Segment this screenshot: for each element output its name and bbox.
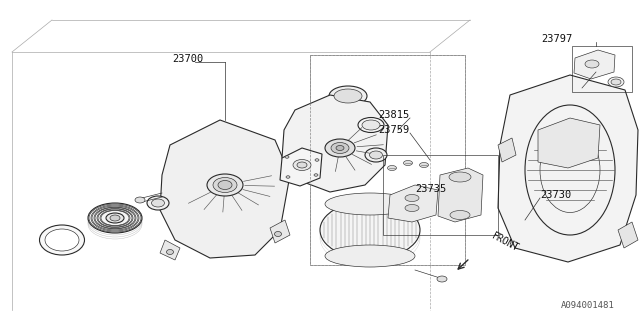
Polygon shape [160, 240, 180, 260]
Ellipse shape [40, 225, 84, 255]
Ellipse shape [207, 174, 243, 196]
Ellipse shape [608, 77, 624, 87]
Ellipse shape [218, 180, 232, 189]
Polygon shape [574, 50, 615, 79]
Ellipse shape [106, 213, 124, 223]
Ellipse shape [314, 174, 318, 176]
Ellipse shape [325, 193, 415, 215]
Polygon shape [388, 185, 438, 222]
Ellipse shape [387, 165, 397, 171]
Text: 23730: 23730 [540, 190, 572, 200]
Polygon shape [538, 118, 600, 168]
Bar [572, 46, 632, 92]
Ellipse shape [286, 176, 290, 178]
Polygon shape [270, 220, 290, 243]
Ellipse shape [611, 79, 621, 85]
Ellipse shape [358, 117, 384, 132]
Ellipse shape [152, 199, 164, 207]
Ellipse shape [88, 203, 142, 233]
Ellipse shape [285, 156, 289, 158]
Ellipse shape [166, 250, 173, 254]
Text: FRONT: FRONT [490, 231, 520, 254]
Bar [383, 155, 498, 235]
Ellipse shape [405, 195, 419, 202]
Ellipse shape [135, 197, 145, 203]
Ellipse shape [419, 163, 429, 167]
Polygon shape [282, 95, 388, 192]
Ellipse shape [329, 86, 367, 106]
Ellipse shape [325, 245, 415, 267]
Ellipse shape [315, 159, 319, 161]
Ellipse shape [449, 172, 471, 182]
Polygon shape [498, 138, 516, 162]
Ellipse shape [450, 211, 470, 220]
Text: 23700: 23700 [172, 54, 204, 64]
Ellipse shape [331, 142, 349, 154]
Ellipse shape [365, 148, 387, 162]
Text: 23759: 23759 [378, 125, 409, 135]
Polygon shape [498, 75, 638, 262]
Ellipse shape [585, 60, 599, 68]
Polygon shape [618, 222, 638, 248]
Text: A094001481: A094001481 [561, 301, 615, 310]
Ellipse shape [437, 276, 447, 282]
Polygon shape [160, 120, 290, 258]
Ellipse shape [147, 196, 169, 210]
Ellipse shape [45, 229, 79, 251]
Text: 23797: 23797 [541, 34, 572, 44]
Ellipse shape [297, 162, 307, 168]
Ellipse shape [213, 178, 237, 193]
Text: 23735: 23735 [415, 184, 446, 194]
Polygon shape [280, 148, 322, 186]
Polygon shape [438, 168, 483, 222]
Ellipse shape [325, 139, 355, 157]
Ellipse shape [334, 89, 362, 103]
Ellipse shape [369, 151, 383, 159]
Ellipse shape [403, 161, 413, 165]
Ellipse shape [110, 215, 120, 221]
Ellipse shape [362, 120, 380, 130]
Ellipse shape [320, 201, 420, 259]
Ellipse shape [336, 146, 344, 150]
Bar [310, 55, 465, 265]
Text: 23815: 23815 [378, 110, 409, 120]
Ellipse shape [293, 159, 311, 171]
Ellipse shape [275, 231, 282, 236]
Ellipse shape [405, 204, 419, 212]
